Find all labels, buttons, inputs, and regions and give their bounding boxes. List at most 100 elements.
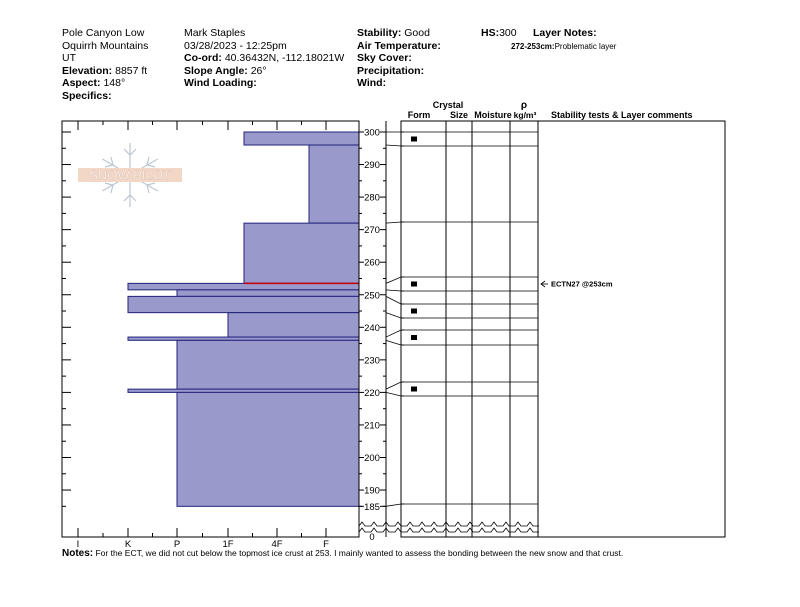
coord-label: Co-ord: (184, 52, 222, 64)
hardness-tick-label: K (125, 539, 132, 550)
layer-note-range: 272-253cm: (511, 42, 555, 51)
layer-boundary-line (385, 276, 538, 284)
hardness-tick-label: P (174, 539, 180, 550)
height-tick-label: 300 (364, 128, 380, 139)
height-tick-label: 230 (364, 355, 380, 366)
header-site-info: Pole Canyon Low Oquirrh Mountains UT Ele… (62, 27, 148, 102)
layer-notes: Layer Notes: (533, 27, 597, 40)
elevation: Elevation: 8857 ft (62, 65, 148, 78)
hardness-layer-bar (308, 144, 360, 224)
coord-value: 40.36432N, -112.18021W (224, 52, 345, 64)
height-tick-label: 0 (369, 532, 374, 543)
layer-boundary-line (385, 296, 538, 305)
stability-test-label: ECTN27 @253cm (551, 280, 613, 289)
snowpilot-logo: SNOW PILOT (78, 143, 182, 207)
hardness-axis: I K P 1F 4F F (62, 121, 329, 550)
state: UT (62, 52, 76, 64)
height-tick-label: 250 (364, 290, 380, 301)
crystal-header: Crystal (433, 100, 464, 110)
specifics-label: Specifics: (62, 89, 112, 102)
hardness-layers (127, 131, 360, 507)
logo-text: SNOW PILOT (89, 168, 171, 183)
notes: Notes: For the ECT, we did not cut below… (62, 548, 623, 559)
hardness-layer-bar (127, 295, 360, 314)
layer-boundary-line (385, 289, 538, 292)
stability-header: Stability tests & Layer comments (551, 110, 693, 120)
hardness-layer-bar (176, 391, 360, 507)
elevation-value: 8857 ft (115, 64, 148, 77)
aspect-value: 148° (103, 77, 126, 89)
height-tick-label: 210 (364, 420, 380, 431)
density-symbol: ρ (521, 100, 527, 111)
slope-label: Slope Angle: (184, 64, 248, 77)
layer-boundary-line (385, 392, 538, 397)
layer-notes-label: Layer Notes: (533, 27, 597, 39)
height-tick-label: 200 (364, 453, 380, 464)
height-tick-label: 220 (364, 388, 380, 399)
hardness-tick-label: 1F (222, 539, 233, 550)
grain-form-symbol (411, 335, 417, 340)
size-header: Size (450, 110, 468, 120)
height-tick-label: 185 (364, 502, 380, 513)
stability: Stability: Good (357, 27, 441, 40)
hardness-tick-label: I (77, 539, 80, 550)
hs-value: 300 (499, 27, 517, 39)
grid-layers (385, 131, 538, 507)
aspect-label: Aspect: (62, 77, 101, 89)
hardness-tick-label: 4F (271, 539, 282, 550)
observation-datetime: 03/28/2023 - 12:25pm (184, 39, 287, 52)
slope-angle: Slope Angle: 26° (184, 65, 344, 78)
layer-note-entry: 272-253cm:Problematic layer (511, 41, 616, 54)
notes-label: Notes: (62, 548, 94, 559)
hardness-layer-bar (127, 282, 360, 291)
axis-break-zigzag-1 (358, 521, 539, 527)
height-tick-label: 290 (364, 160, 380, 171)
location-name: Pole Canyon Low (62, 27, 145, 39)
grain-form-symbol (411, 386, 417, 392)
stability-panel-frame (537, 120, 726, 538)
header-conditions: Stability: Good Air Temperature: Sky Cov… (357, 27, 441, 90)
layer-boundary-line (385, 381, 538, 390)
hs-label: HS: (481, 27, 500, 39)
hardness-layer-bar (227, 312, 360, 338)
density-unit: kg/m³ (514, 110, 537, 120)
air-temperature-label: Air Temperature: (357, 39, 441, 52)
wind-loading-label: Wind Loading: (184, 77, 257, 89)
coordinates: Co-ord: 40.36432N, -112.18021W (184, 52, 344, 65)
hardness-tick-label: F (323, 539, 329, 550)
precipitation-label: Precipitation: (357, 64, 425, 77)
hardness-layer-bar (176, 289, 360, 297)
stability-value: Good (404, 27, 430, 39)
layer-boundary-line (385, 221, 538, 224)
height-tick-label: 190 (364, 486, 380, 497)
height-tick-label: 260 (364, 258, 380, 269)
axis-break-zigzag-2 (358, 527, 539, 533)
sky-cover-label: Sky Cover: (357, 52, 412, 64)
notes-text: For the ECT, we did not cut below the to… (93, 548, 624, 558)
layer-boundary-line (385, 329, 538, 338)
grain-form-symbol (411, 308, 417, 314)
grain-form-symbol (411, 136, 417, 142)
wind-label: Wind: (357, 77, 387, 89)
stability-test-arrowhead (540, 280, 546, 288)
grain-form-symbol (411, 281, 417, 287)
slope-value: 26° (250, 64, 267, 77)
hardness-layer-bar (243, 222, 360, 284)
crystal-grid-frame (400, 120, 539, 538)
hardness-layer-bar (176, 339, 360, 390)
layer-note-text: Problematic layer (554, 42, 617, 51)
stability-label: Stability: (357, 27, 402, 39)
snow-height: HS:300 (481, 27, 517, 40)
moisture-header: Moisture (474, 110, 512, 120)
hardness-layer-bar (243, 131, 360, 146)
layer-boundary-line (385, 144, 538, 147)
observer-name: Mark Staples (184, 27, 246, 39)
height-tick-label: 240 (364, 323, 380, 334)
header-observation-info: Mark Staples 03/28/2023 - 12:25pm Co-ord… (184, 27, 344, 90)
height-tick-label: 270 (364, 225, 380, 236)
height-tick-label: 280 (364, 193, 380, 204)
stability-test-annotation: ECTN27 @253cm (540, 280, 613, 289)
aspect: Aspect: 148° (62, 77, 148, 90)
form-header: Form (408, 110, 431, 120)
